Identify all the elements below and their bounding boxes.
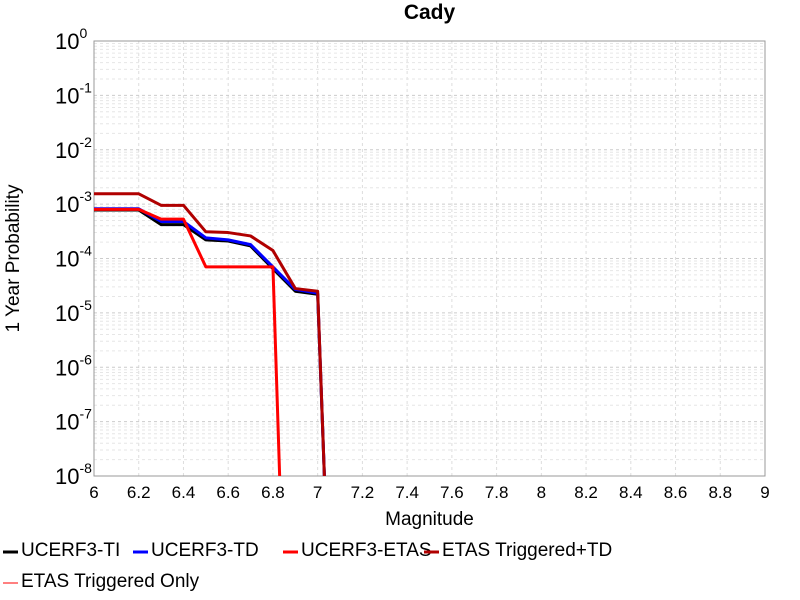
x-tick-label: 6.6 <box>216 483 240 502</box>
y-tick-label: 100 <box>55 25 87 54</box>
x-tick-label: 7.4 <box>395 483 419 502</box>
series-line-4 <box>94 192 326 477</box>
series-line-1 <box>94 208 326 477</box>
y-tick-label: 10-8 <box>55 460 92 489</box>
y-tick-label: 10-2 <box>55 134 92 163</box>
y-tick-labels: 100 10-1 10-2 10-3 10-4 10-5 10-6 10-7 10-8 <box>55 25 92 489</box>
chart-gridlines <box>93 41 766 477</box>
x-tick-label: 8 <box>537 483 546 502</box>
x-tick-label: 8.6 <box>664 483 688 502</box>
plot-area <box>93 40 766 477</box>
series-lines <box>94 192 326 477</box>
series-line-3 <box>94 207 282 477</box>
x-tick-label: 7.2 <box>351 483 375 502</box>
legend-label: UCERF3-TI <box>21 540 120 561</box>
y-tick-label: 10-5 <box>55 297 92 326</box>
x-tick-label: 8.8 <box>708 483 732 502</box>
x-tick-label: 6.2 <box>127 483 151 502</box>
x-tick-label: 8.4 <box>619 483 643 502</box>
chart-title: Cady <box>404 1 456 24</box>
legend: UCERF3-TI UCERF3-TD UCERF3-ETAS ETAS Trigge… <box>3 540 612 592</box>
y-tick-label: 10-3 <box>55 188 92 217</box>
y-tick-label: 10-1 <box>55 79 92 108</box>
x-tick-label: 8.2 <box>574 483 598 502</box>
series-line-2 <box>94 207 326 477</box>
legend-label: ETAS Triggered Only <box>21 571 200 592</box>
y-axis-label: 1 Year Probability <box>3 184 24 332</box>
x-tick-label: 6.4 <box>172 483 196 502</box>
x-axis-label: Magnitude <box>385 509 474 530</box>
x-tick-label: 7.8 <box>485 483 509 502</box>
y-tick-label: 10-6 <box>55 351 92 380</box>
y-tick-label: 10-4 <box>55 243 92 272</box>
legend-label: UCERF3-TD <box>151 540 259 561</box>
legend-label: ETAS Triggered+TD <box>442 540 612 561</box>
x-tick-label: 6.8 <box>261 483 285 502</box>
x-tick-label: 9 <box>760 483 769 502</box>
x-tick-labels: 6 6.2 6.4 6.6 6.8 7 7.2 7.4 7.6 7.8 8 8.2 8.4 8.6 8.8 9 <box>89 483 769 502</box>
x-tick-label: 7 <box>313 483 322 502</box>
x-tick-label: 7.6 <box>440 483 464 502</box>
y-tick-label: 10-7 <box>55 406 92 435</box>
legend-label: UCERF3-ETAS <box>301 540 432 561</box>
x-tick-label: 6 <box>89 483 98 502</box>
